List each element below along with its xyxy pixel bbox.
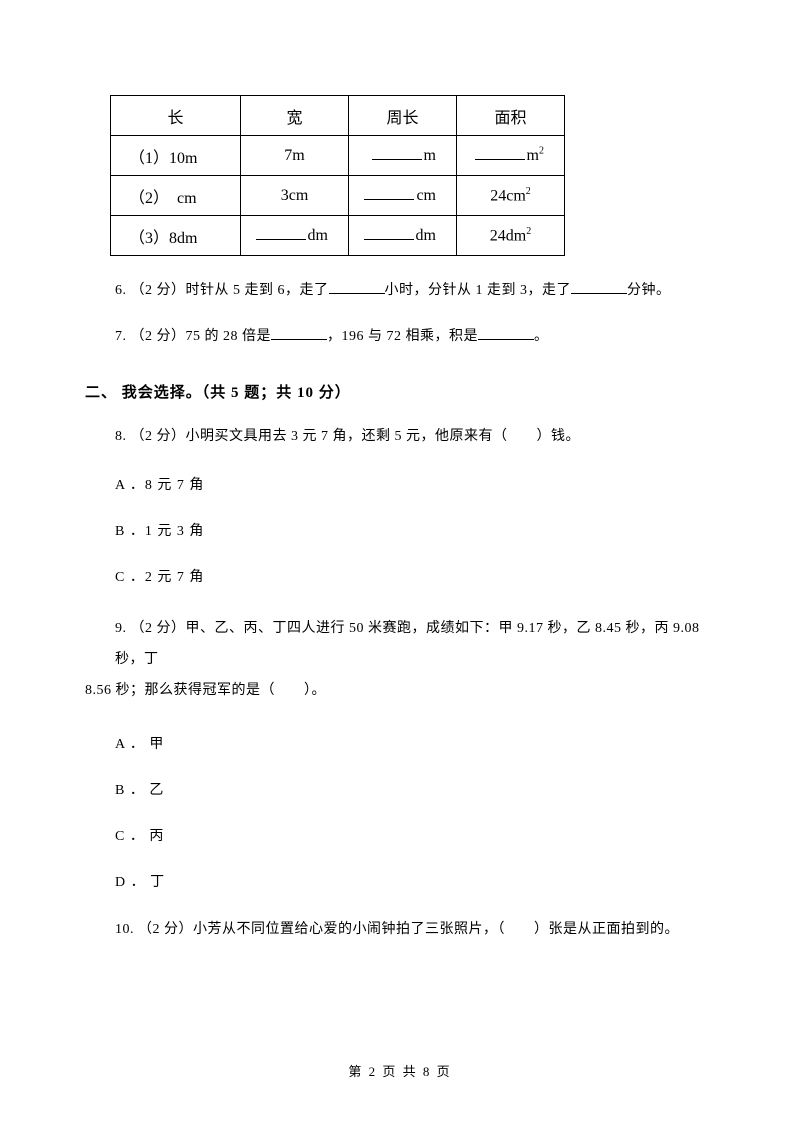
table: 长 宽 周长 面积 （1）10m 7m m m2 （2） cm 3cm cm 2…	[110, 95, 565, 256]
q9-option-b: B ． 乙	[115, 779, 715, 799]
blank	[372, 146, 422, 160]
unit: dm	[308, 227, 328, 244]
cell: dm	[349, 216, 457, 256]
table-header-row: 长 宽 周长 面积	[111, 96, 565, 136]
blank	[256, 226, 306, 240]
unit: dm	[416, 227, 436, 244]
cell: 7m	[241, 136, 349, 176]
q9-line1: 9. （2 分）甲、乙、丙、丁四人进行 50 米赛跑，成绩如下：甲 9.17 秒…	[115, 621, 700, 667]
cell: （3）8dm	[111, 216, 241, 256]
cell: 24dm2	[457, 216, 565, 256]
question-8-stem: 8. （2 分）小明买文具用去 3 元 7 角，还剩 5 元，他原来有（ ）钱。	[115, 426, 715, 448]
cell: 24cm2	[457, 176, 565, 216]
q8-option-b: B ．1 元 3 角	[115, 520, 715, 540]
blank	[329, 282, 385, 294]
question-7: 7. （2 分）75 的 28 倍是 ，196 与 72 相乘，积是 。	[115, 326, 715, 348]
q7-mid: ，196 与 72 相乘，积是	[327, 329, 478, 344]
cell: m	[349, 136, 457, 176]
table-row: （1）10m 7m m m2	[111, 136, 565, 176]
cell: cm	[349, 176, 457, 216]
section-2-header: 二、 我会选择。（共 5 题；共 10 分）	[85, 381, 715, 402]
blank	[271, 328, 327, 340]
unit: m2	[527, 147, 544, 164]
q9-option-a: A ． 甲	[115, 733, 715, 753]
blank	[478, 328, 534, 340]
cell: m2	[457, 136, 565, 176]
cell: dm	[241, 216, 349, 256]
th-width: 宽	[241, 96, 349, 136]
q9-option-d: D ． 丁	[115, 871, 715, 891]
dimensions-table: 长 宽 周长 面积 （1）10m 7m m m2 （2） cm 3cm cm 2…	[110, 95, 715, 256]
q7-suffix: 。	[534, 329, 549, 344]
page-footer: 第 2 页 共 8 页	[0, 1061, 800, 1080]
unit: cm	[416, 187, 436, 204]
q7-prefix: 7. （2 分）75 的 28 倍是	[115, 329, 271, 344]
q8-option-c: C ．2 元 7 角	[115, 566, 715, 586]
question-6: 6. （2 分）时针从 5 走到 6，走了 小时，分针从 1 走到 3，走了 分钟。	[115, 280, 715, 302]
question-10-stem: 10. （2 分）小芳从不同位置给心爱的小闹钟拍了三张照片，（ ）张是从正面拍到…	[115, 919, 715, 941]
table-row: （2） cm 3cm cm 24cm2	[111, 176, 565, 216]
q6-mid: 小时，分针从 1 走到 3，走了	[385, 283, 572, 298]
th-perimeter: 周长	[349, 96, 457, 136]
cell: （1）10m	[111, 136, 241, 176]
q6-prefix: 6. （2 分）时针从 5 走到 6，走了	[115, 283, 329, 298]
blank	[364, 186, 414, 200]
question-9-stem: 9. （2 分）甲、乙、丙、丁四人进行 50 米赛跑，成绩如下：甲 9.17 秒…	[115, 614, 715, 706]
q6-suffix: 分钟。	[627, 283, 671, 298]
unit: m	[424, 147, 436, 164]
q9-option-c: C ． 丙	[115, 825, 715, 845]
blank	[364, 226, 414, 240]
cell: 3cm	[241, 176, 349, 216]
table-row: （3）8dm dm dm 24dm2	[111, 216, 565, 256]
q8-option-a: A ．8 元 7 角	[115, 474, 715, 494]
blank	[571, 282, 627, 294]
th-area: 面积	[457, 96, 565, 136]
cell: （2） cm	[111, 176, 241, 216]
blank	[475, 146, 525, 160]
q9-line2: 8.56 秒；那么获得冠军的是（ ）。	[85, 683, 326, 698]
th-length: 长	[111, 96, 241, 136]
